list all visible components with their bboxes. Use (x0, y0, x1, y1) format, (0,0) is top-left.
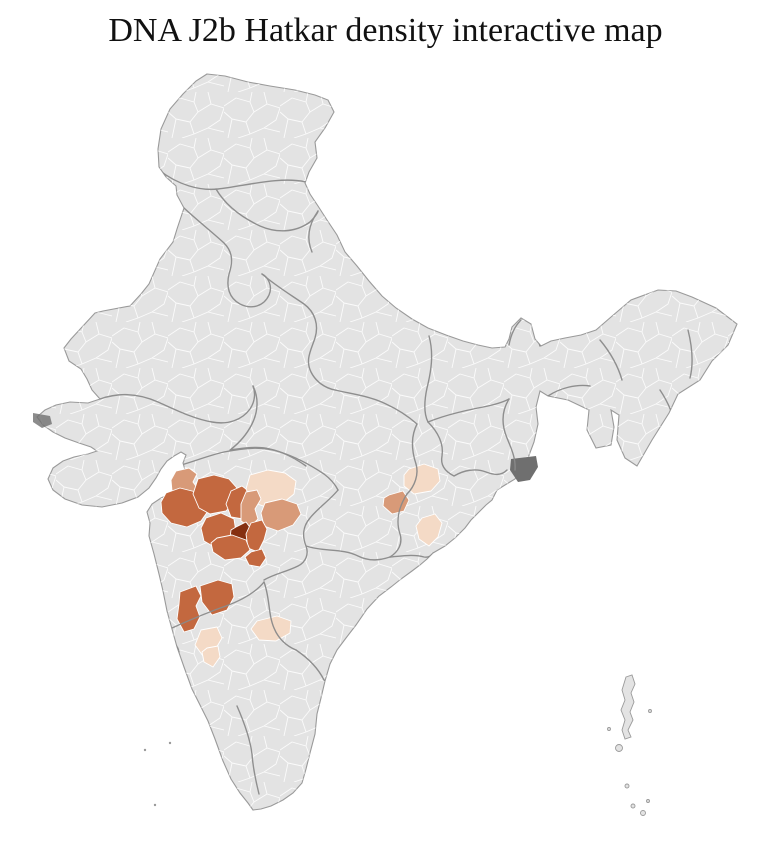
highlighted-districts (160, 463, 443, 668)
district-region-d13[interactable] (176, 585, 202, 633)
district-region-d12[interactable] (244, 548, 267, 568)
lakshadweep-islands (143, 741, 172, 807)
district-region-d19[interactable] (382, 490, 410, 515)
kutch-creek-patch (33, 413, 52, 428)
district-region-d10[interactable] (245, 519, 268, 553)
district-region-d11[interactable] (210, 534, 251, 561)
page-title: DNA J2b Hatkar density interactive map (108, 12, 663, 49)
district-region-d16[interactable] (201, 645, 221, 668)
district-mesh (37, 74, 737, 810)
district-region-d7[interactable] (260, 498, 302, 532)
andaman-nicobar-islands (607, 674, 652, 816)
district-region-d17[interactable] (250, 615, 292, 642)
district-region-d6[interactable] (240, 489, 262, 528)
sundarbans-delta-patch (510, 456, 538, 482)
state-borders (99, 169, 693, 795)
district-region-d20[interactable] (415, 513, 443, 547)
